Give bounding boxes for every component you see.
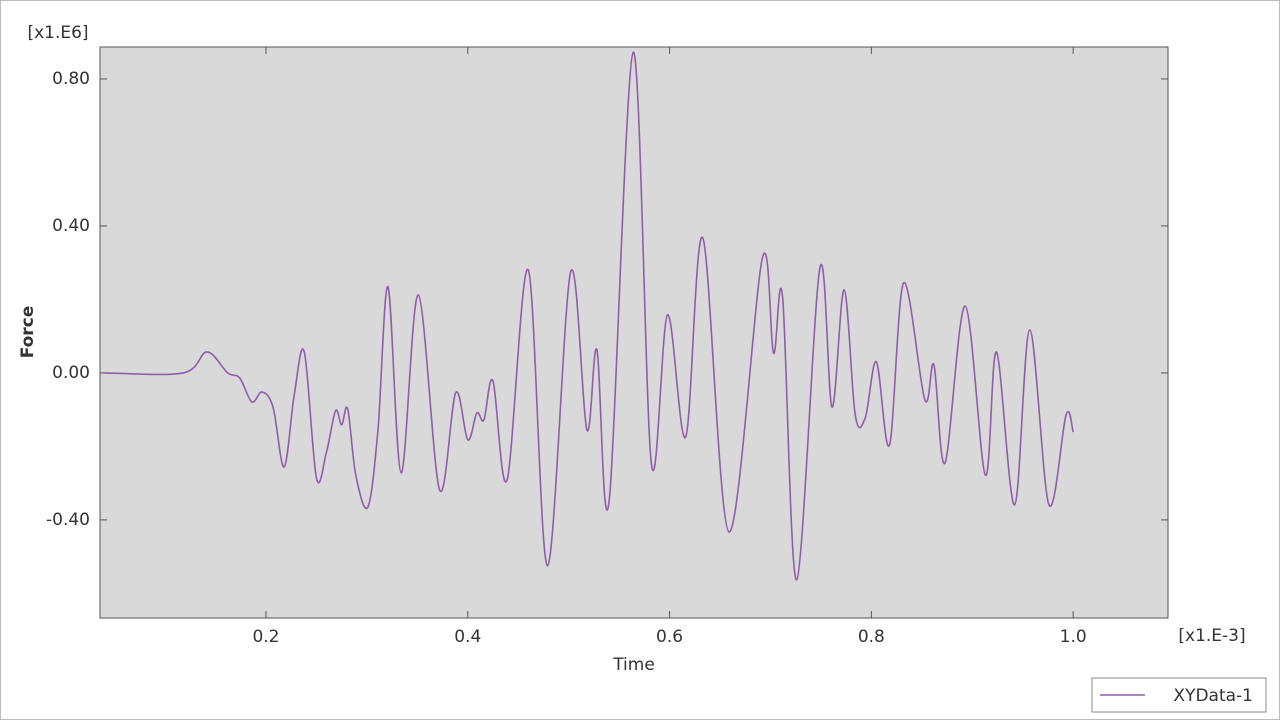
y-tick-label: 0.40 xyxy=(52,216,90,236)
data-line xyxy=(104,51,1074,581)
y-scale-label: [x1.E6] xyxy=(27,23,88,43)
legend-label: XYData-1 xyxy=(1173,686,1253,706)
x-scale-label: [x1.E-3] xyxy=(1178,626,1245,646)
x-tick-label: 0.2 xyxy=(252,627,279,647)
y-tick-label: 0.80 xyxy=(52,69,90,89)
plot-area xyxy=(99,46,1169,619)
y-tick-label: -0.40 xyxy=(46,510,90,530)
x-axis-title: Time xyxy=(612,655,655,675)
x-tick-label: 1.0 xyxy=(1060,627,1087,647)
y-tick-label: 0.00 xyxy=(52,363,90,383)
x-tick-label: 0.6 xyxy=(656,627,683,647)
x-tick-label: 0.8 xyxy=(858,627,885,647)
y-axis-title: Force xyxy=(18,306,38,359)
x-tick-label: 0.4 xyxy=(454,627,481,647)
